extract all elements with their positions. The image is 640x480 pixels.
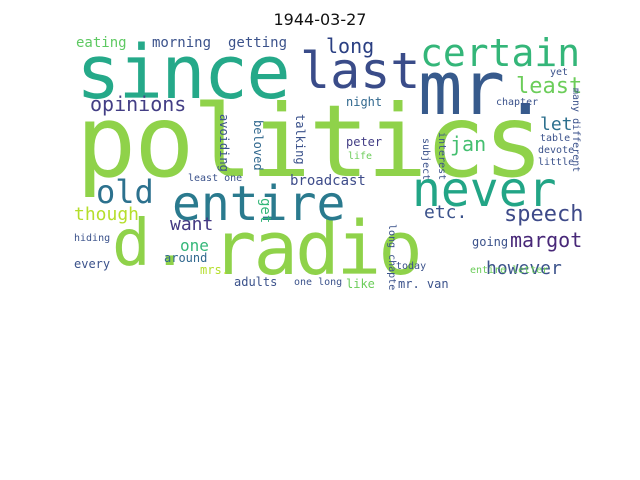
word-talking: talking <box>293 114 307 165</box>
word-morning: morning <box>152 36 212 51</box>
word-speech: speech <box>504 202 584 227</box>
word-eating: eating <box>76 36 127 51</box>
word-table: table <box>540 133 571 144</box>
word-let: let <box>540 114 573 135</box>
word-today: today <box>396 261 427 272</box>
word-devote: devote <box>538 145 575 156</box>
figure-title: 1944-03-27 <box>273 10 367 29</box>
word-interest: interest <box>436 132 447 181</box>
word-avoiding: avoiding <box>217 114 231 172</box>
word-getting: getting <box>228 36 288 51</box>
word-around: around <box>164 251 208 265</box>
word-politics: politics <box>76 83 544 200</box>
word-radio: radio <box>212 206 423 292</box>
word-though: though <box>74 204 140 225</box>
word-least: least <box>516 74 583 99</box>
word-least-one: least one <box>188 173 243 184</box>
word-want: want <box>170 214 214 235</box>
word-cloud: politics since mr. d. radio last certain… <box>72 36 584 292</box>
word-long: long <box>326 36 375 58</box>
word-mr-van: mr. van <box>398 277 449 291</box>
word-never: never <box>412 162 557 218</box>
word-get: get <box>257 198 273 224</box>
word-adults: adults <box>234 275 278 289</box>
word-going: going <box>472 235 509 249</box>
word-one-long: one long <box>294 277 343 288</box>
word-mr: mr. <box>418 46 548 132</box>
word-since: since <box>76 36 291 116</box>
word-subject: subject <box>420 138 431 181</box>
word-d: d. <box>112 207 190 281</box>
word-every: every <box>74 257 111 271</box>
word-however: however <box>486 258 562 279</box>
word-peter: peter <box>346 135 383 149</box>
word-little: little <box>538 157 575 168</box>
word-long-chapter: long chapter <box>386 224 397 292</box>
word-last: last <box>300 42 421 100</box>
word-night: night <box>346 95 383 109</box>
word-one: one <box>180 236 209 255</box>
word-jan: jan <box>450 132 487 156</box>
word-old: old <box>96 173 154 211</box>
word-broadcast: broadcast <box>290 173 366 189</box>
word-chapter: chapter <box>496 97 539 108</box>
word-margot: margot <box>510 228 583 252</box>
word-beloved: beloved <box>251 120 265 171</box>
word-many-different: many different <box>570 88 581 173</box>
word-etc: etc. <box>424 202 468 223</box>
word-opinions: opinions <box>90 92 187 116</box>
word-entire: entire <box>172 176 346 232</box>
word-hiding: hiding <box>74 233 111 244</box>
word-like: like <box>346 277 375 291</box>
word-entire-letter: entire letter <box>470 265 549 276</box>
word-mrs: mrs. <box>200 263 229 277</box>
word-certain: certain <box>420 36 581 75</box>
word-yet: yet <box>550 67 569 78</box>
word-life: life <box>348 151 373 162</box>
